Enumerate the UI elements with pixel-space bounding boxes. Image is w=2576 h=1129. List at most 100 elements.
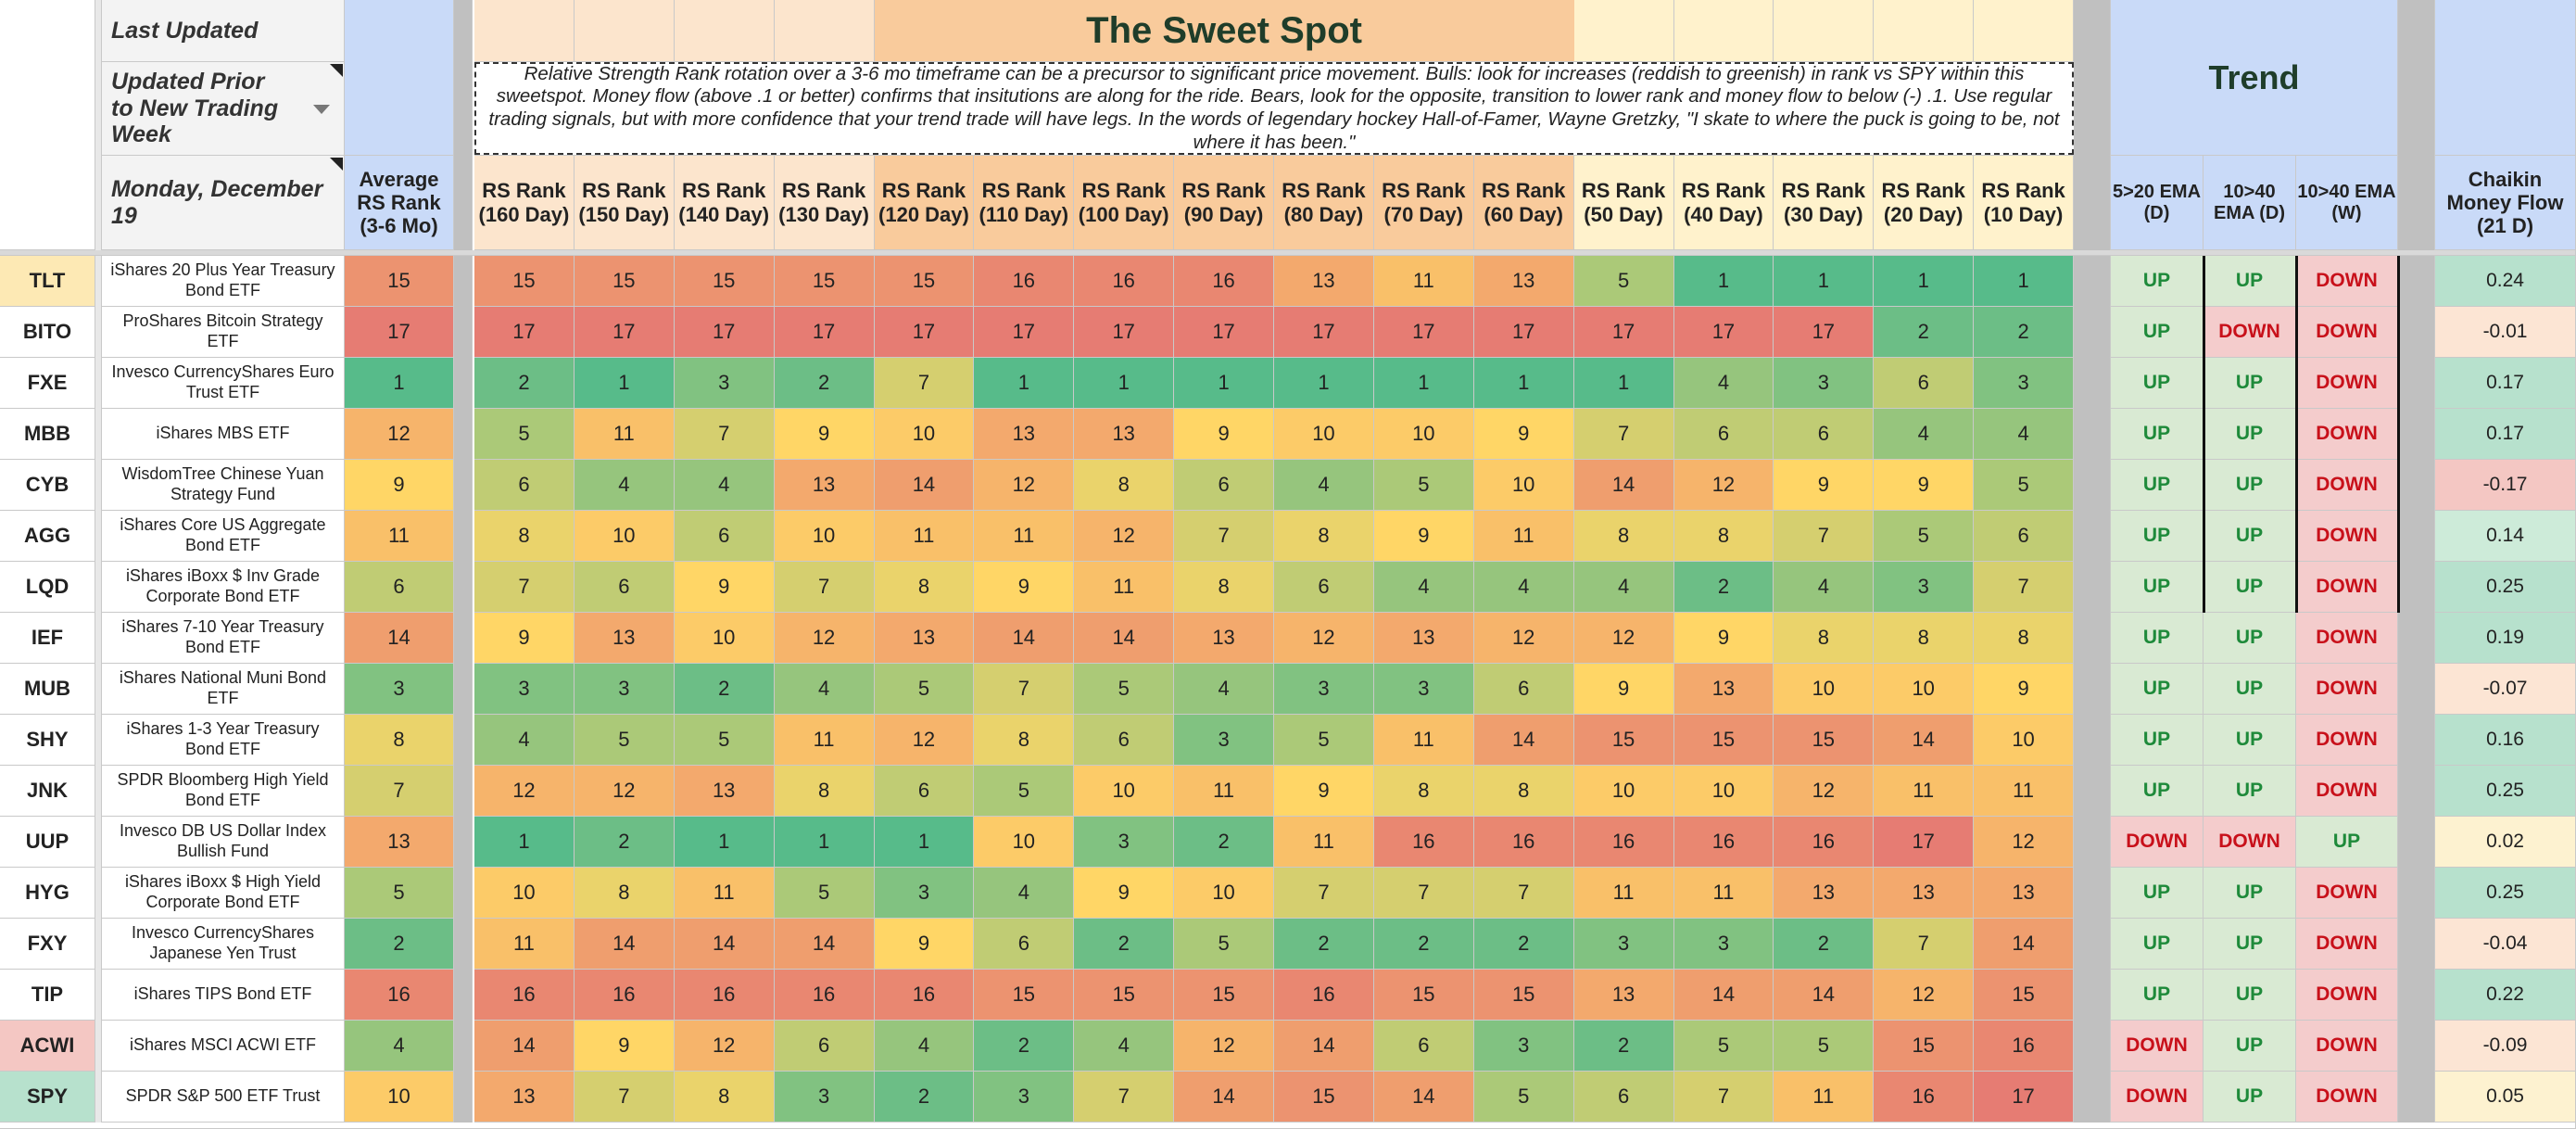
rs-rank-cell: 1	[874, 817, 975, 868]
rs-rank-cell: 14	[674, 919, 775, 970]
rs-rank-cell: 16	[1274, 970, 1374, 1021]
rs-rank-cell: 7	[774, 562, 875, 613]
ticker-cell: MBB	[0, 409, 95, 460]
rs-rank-cell: 11	[474, 919, 575, 970]
cmf-cell: 0.25	[2435, 868, 2576, 919]
rs-rank-cell: 11	[574, 409, 675, 460]
trend-up-cell: UP	[2111, 307, 2203, 358]
rs-rank-cell: 7	[474, 562, 575, 613]
rs-rank-cell: 15	[1974, 970, 2074, 1021]
rs-rank-header: RS Rank (30 Day)	[1774, 156, 1875, 250]
fund-name-cell: SPDR Bloomberg High Yield Bond ETF	[102, 766, 345, 817]
rs-rank-cell: 7	[1274, 868, 1374, 919]
rs-rank-cell: 9	[974, 562, 1075, 613]
rs-rank-cell: 16	[1074, 256, 1175, 307]
rs-rank-cell: 8	[1974, 613, 2074, 664]
cmf-cell: -0.01	[2435, 307, 2576, 358]
rs-rank-cell: 16	[1573, 817, 1674, 868]
zone-header-cell	[774, 0, 875, 62]
rs-rank-cell: 15	[1074, 970, 1175, 1021]
rs-rank-cell: 16	[1673, 817, 1774, 868]
rs-rank-cell: 7	[1473, 868, 1574, 919]
ticker-cell: JNK	[0, 766, 95, 817]
trend-up-cell: UP	[2203, 766, 2296, 817]
gap-col-3	[2398, 0, 2435, 1129]
rs-rank-cell: 8	[1174, 562, 1274, 613]
ticker-cell: IEF	[0, 613, 95, 664]
trend-up-cell: UP	[2203, 562, 2296, 613]
rs-rank-cell: 3	[1874, 562, 1975, 613]
rs-rank-cell: 10	[1874, 664, 1975, 715]
rs-rank-cell: 3	[1373, 664, 1474, 715]
trend-up-cell: UP	[2111, 664, 2203, 715]
trend-up-cell: UP	[2111, 715, 2203, 766]
avg-rank-cell: 8	[345, 715, 454, 766]
last-updated-label: Last Updated	[102, 0, 345, 62]
rs-rank-cell: 12	[1473, 613, 1574, 664]
avg-rs-header: Average RS Rank (3-6 Mo)	[345, 156, 454, 250]
avg-rank-cell: 16	[345, 970, 454, 1021]
ticker-cell: FXY	[0, 919, 95, 970]
rs-rank-cell: 15	[1274, 1072, 1374, 1123]
trend-down-cell: DOWN	[2203, 817, 2296, 868]
avg-rank-cell: 15	[345, 256, 454, 307]
fund-name-cell: WisdomTree Chinese Yuan Strategy Fund	[102, 460, 345, 511]
rs-rank-cell: 8	[1673, 511, 1774, 562]
rs-rank-header: RS Rank (160 Day)	[474, 156, 575, 250]
rs-rank-cell: 8	[674, 1072, 775, 1123]
rs-rank-cell: 8	[1373, 766, 1474, 817]
rs-rank-cell: 3	[1673, 919, 1774, 970]
rs-rank-cell: 11	[1774, 1072, 1875, 1123]
rs-rank-cell: 8	[1473, 766, 1574, 817]
rs-rank-header: RS Rank (90 Day)	[1174, 156, 1274, 250]
rs-rank-cell: 15	[1473, 970, 1574, 1021]
rs-rank-cell: 2	[674, 664, 775, 715]
rs-rank-cell: 10	[1174, 868, 1274, 919]
rs-rank-cell: 4	[474, 715, 575, 766]
rs-rank-cell: 15	[1874, 1021, 1975, 1072]
zone-header-cell	[1573, 0, 1674, 62]
rs-rank-cell: 5	[574, 715, 675, 766]
rs-rank-cell: 8	[1573, 511, 1674, 562]
zone-header-cell	[474, 0, 575, 62]
rs-rank-cell: 7	[1974, 562, 2074, 613]
trend-up-cell: UP	[2296, 817, 2398, 868]
rs-rank-cell: 14	[1774, 970, 1875, 1021]
rs-rank-cell: 13	[674, 766, 775, 817]
rs-rank-cell: 10	[974, 817, 1075, 868]
rs-rank-cell: 14	[1673, 970, 1774, 1021]
rs-rank-cell: 1	[774, 817, 875, 868]
avg-rank-cell: 9	[345, 460, 454, 511]
rs-rank-cell: 2	[1573, 1021, 1674, 1072]
rs-rank-cell: 7	[1673, 1072, 1774, 1123]
rs-rank-cell: 4	[1373, 562, 1474, 613]
rs-rank-cell: 8	[874, 562, 975, 613]
rs-rank-cell: 10	[1373, 409, 1474, 460]
rs-rank-cell: 8	[1774, 613, 1875, 664]
rs-rank-cell: 13	[1274, 256, 1374, 307]
updated-prior-label[interactable]: Updated Prior to New Trading Week	[102, 62, 345, 156]
rs-rank-cell: 13	[1473, 256, 1574, 307]
rs-rank-cell: 12	[1174, 1021, 1274, 1072]
rs-rank-cell: 14	[1874, 715, 1975, 766]
rs-rank-cell: 3	[1274, 664, 1374, 715]
rs-rank-cell: 14	[1573, 460, 1674, 511]
rs-rank-cell: 6	[1974, 511, 2074, 562]
trend-header: 5>20 EMA (D)	[2111, 156, 2203, 250]
rs-rank-cell: 11	[774, 715, 875, 766]
rs-rank-cell: 2	[574, 817, 675, 868]
rs-rank-cell: 5	[1974, 460, 2074, 511]
rs-rank-cell: 17	[574, 307, 675, 358]
rs-rank-cell: 10	[1774, 664, 1875, 715]
rs-rank-cell: 11	[1373, 715, 1474, 766]
rs-rank-cell: 17	[1673, 307, 1774, 358]
trend-up-cell: UP	[2203, 1021, 2296, 1072]
rs-rank-cell: 17	[974, 307, 1075, 358]
chevron-down-icon[interactable]	[313, 105, 330, 114]
rs-rank-cell: 7	[1174, 511, 1274, 562]
rs-rank-cell: 6	[574, 562, 675, 613]
trend-down-cell: DOWN	[2296, 1021, 2398, 1072]
avg-rank-cell: 12	[345, 409, 454, 460]
rs-rank-cell: 1	[1373, 358, 1474, 409]
fund-name-cell: iShares 1-3 Year Treasury Bond ETF	[102, 715, 345, 766]
